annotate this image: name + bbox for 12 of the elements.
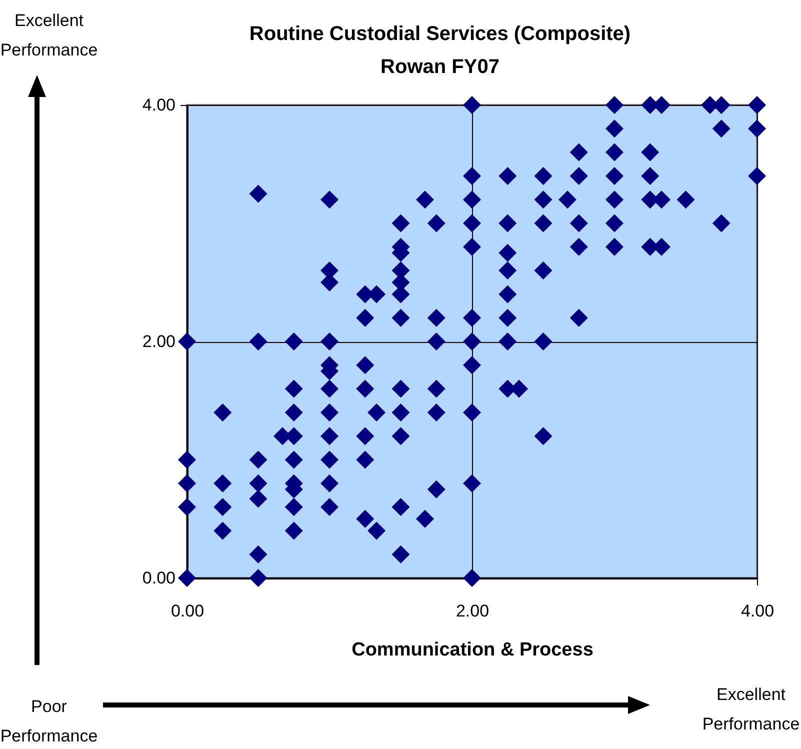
y-tick-label: 2.00 [142,332,176,351]
text: Poor Performance [0,697,98,746]
chart-subtitle: Rowan FY07 [380,56,500,78]
text: Excellent Performance [702,685,800,734]
y-tick-label: 4.00 [142,96,176,114]
chart-title: Routine Custodial Services (Composite) [249,23,631,45]
x-axis-title: Communication & Process [352,640,594,660]
text: Excellent Performance [0,11,98,60]
x-tick-label: 4.00 [740,602,774,620]
x-tick-label: 2.00 [456,602,490,620]
x-tick-label: 0.00 [170,602,204,620]
y-tick-label: 0.00 [142,568,176,588]
